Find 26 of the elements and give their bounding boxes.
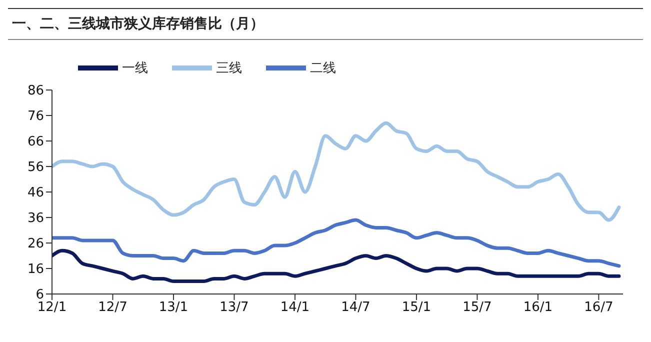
- x-tick-label: 13/1: [158, 300, 188, 316]
- x-tick-label: 16/1: [523, 300, 553, 316]
- x-tick-label: 12/7: [98, 300, 128, 316]
- y-tick-label: 76: [27, 109, 44, 124]
- chart-title: 一、二、三线城市狭义库存销售比（月）: [8, 8, 643, 40]
- y-tick-label: 6: [36, 288, 44, 303]
- x-tick-label: 15/7: [462, 300, 492, 316]
- x-tick-label: 14/1: [280, 300, 310, 316]
- x-tick-label: 16/7: [584, 300, 614, 316]
- x-tick-label: 12/1: [37, 300, 67, 316]
- y-tick-label: 46: [27, 186, 44, 201]
- legend-label: 一线: [122, 61, 148, 76]
- line-series: [52, 218, 621, 268]
- x-tick-label: 14/7: [341, 300, 370, 316]
- x-tick-label: 13/7: [220, 300, 249, 316]
- legend-label: 二线: [310, 61, 336, 76]
- y-tick-label: 56: [27, 160, 44, 176]
- line-series: [52, 121, 621, 222]
- x-tick-label: 15/1: [402, 300, 432, 316]
- line-series: [52, 248, 621, 283]
- y-tick-label: 26: [27, 236, 44, 252]
- y-tick-label: 36: [27, 211, 44, 226]
- y-tick-label: 66: [27, 134, 44, 150]
- y-tick-label: 16: [27, 262, 44, 278]
- legend-label: 三线: [216, 61, 242, 76]
- y-tick-label: 86: [27, 84, 44, 99]
